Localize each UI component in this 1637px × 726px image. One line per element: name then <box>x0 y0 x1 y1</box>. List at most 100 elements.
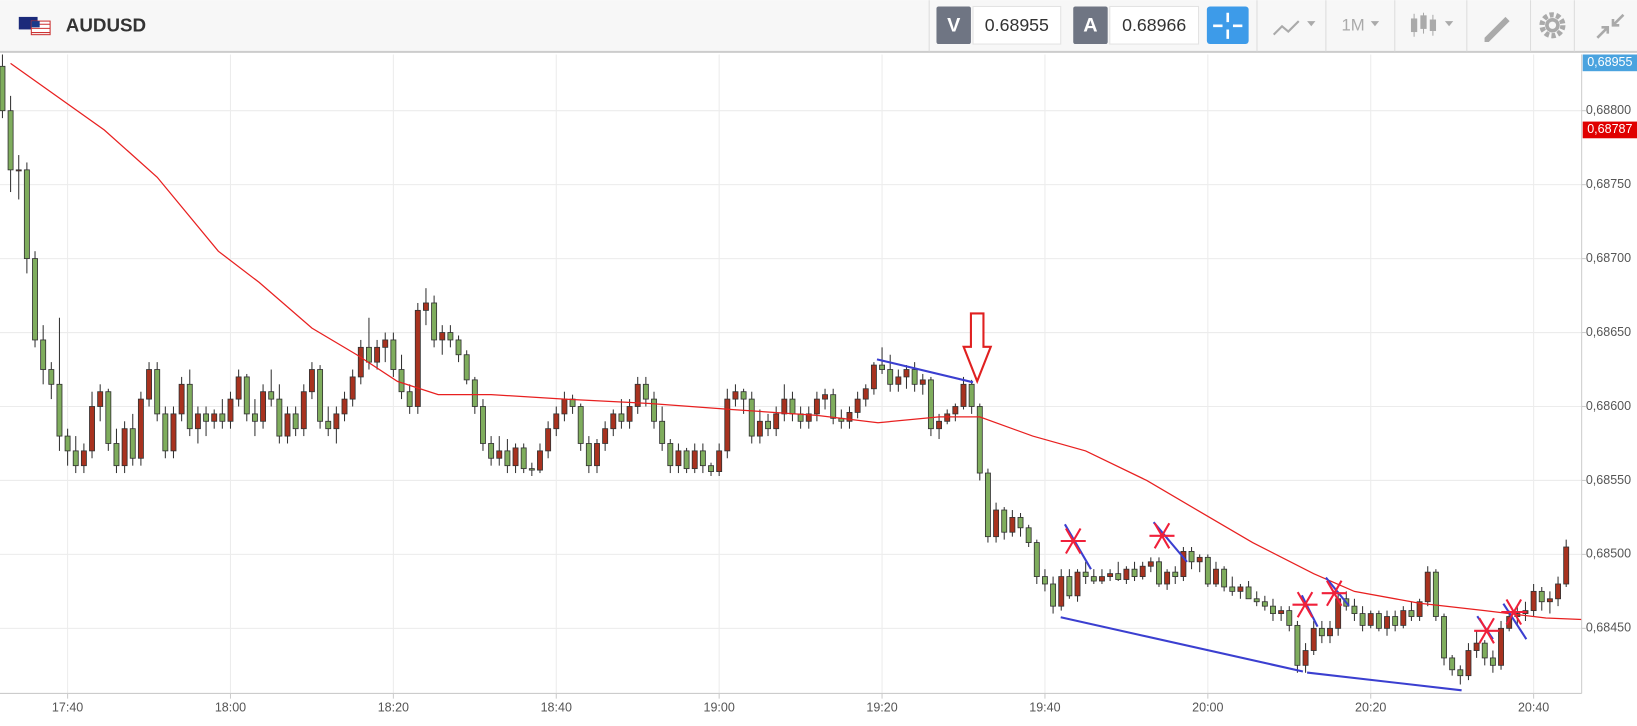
toolbar: AUDUSD V 0.68955 A 0.68966 1M <box>0 0 1637 53</box>
candle-body <box>333 413 340 430</box>
candle-body <box>789 398 796 415</box>
candle-body <box>7 110 14 171</box>
candle-body <box>1139 565 1146 578</box>
candle-body <box>1465 650 1472 677</box>
candle-body <box>691 450 698 470</box>
candle-body <box>1131 568 1138 578</box>
candle-body <box>64 435 71 452</box>
candle-body <box>927 379 934 430</box>
plot-area <box>0 54 1582 685</box>
collapse-button[interactable] <box>1596 13 1625 39</box>
candle-body <box>960 383 967 407</box>
candle-body <box>72 450 79 467</box>
candle-body <box>1489 657 1496 666</box>
candle-body <box>300 391 307 430</box>
candle-body <box>284 413 291 437</box>
candle-body <box>178 383 185 415</box>
axes: 17:40 18:00 18:20 18:40 19:00 19:20 19:40 20:00… <box>52 54 1637 714</box>
candle-body <box>1172 571 1179 578</box>
candle-body <box>292 413 299 430</box>
y-tick-label: 0,68750 <box>1586 177 1631 191</box>
candle-body <box>1099 576 1105 582</box>
candle-body <box>887 369 894 385</box>
candle-body <box>1017 517 1024 529</box>
candle-body <box>194 413 201 430</box>
candle-body <box>813 398 820 415</box>
candle-body <box>1286 610 1293 626</box>
candle-body <box>642 383 649 400</box>
candle-body <box>1457 669 1464 677</box>
y-tick-label: 0,68450 <box>1586 621 1631 635</box>
candle-body <box>455 339 462 356</box>
candle-body <box>1449 657 1456 671</box>
candle-body <box>699 450 706 467</box>
candle-body <box>154 369 161 415</box>
candle-body <box>675 450 682 467</box>
y-tick-label: 0,68500 <box>1586 547 1631 561</box>
candle-body <box>1278 610 1285 614</box>
candle-body <box>56 383 63 437</box>
candle-body <box>822 394 828 400</box>
candle-body <box>773 413 780 430</box>
candle-body <box>1204 556 1211 585</box>
buy-button[interactable] <box>1073 6 1108 45</box>
candle-body <box>162 413 169 452</box>
y-tick-label: 0,68550 <box>1586 473 1631 487</box>
candle-body <box>366 346 372 363</box>
candle-body <box>1156 561 1162 585</box>
timeframe-button[interactable]: 1M <box>1342 16 1365 35</box>
candle-body <box>1563 546 1570 585</box>
y-tick-label: 0,68600 <box>1586 399 1631 413</box>
candle-body <box>1164 571 1171 585</box>
candle-body <box>854 398 861 413</box>
candle-body <box>577 406 584 444</box>
price-tag-label: 0,68955 <box>1587 55 1632 69</box>
candle-body <box>870 364 877 390</box>
candle-body <box>805 413 812 422</box>
draw-button[interactable] <box>1484 16 1510 42</box>
crosshair-button[interactable] <box>1206 6 1249 45</box>
candle-body <box>659 420 666 444</box>
candle-body <box>976 406 983 474</box>
candle-body <box>317 369 324 422</box>
candle-body <box>276 398 283 437</box>
candle-body <box>308 369 315 393</box>
candle-body <box>984 472 991 538</box>
x-tick-label: 20:00 <box>1192 700 1223 714</box>
candle-body <box>1441 616 1447 659</box>
candle-body <box>1050 583 1057 607</box>
candle-body <box>1408 610 1415 617</box>
candle-body <box>862 388 869 400</box>
settings-button[interactable] <box>1539 12 1566 39</box>
candle-body <box>545 428 552 452</box>
candle-body <box>471 379 478 407</box>
x-tick-label: 17:40 <box>52 700 83 714</box>
candle-body <box>1318 627 1325 637</box>
candle-body <box>651 398 657 422</box>
candle-body <box>1530 590 1537 612</box>
candle-body <box>129 428 136 459</box>
candles-button[interactable] <box>1410 12 1454 37</box>
candle-body <box>1400 610 1407 626</box>
candle-body <box>716 450 723 472</box>
candle-body <box>1033 542 1040 578</box>
candle-body <box>1074 571 1081 597</box>
sell-button[interactable] <box>936 6 971 45</box>
candle-body <box>488 443 495 459</box>
candle-body <box>374 346 381 363</box>
chart-type-button[interactable] <box>1272 20 1316 36</box>
candle-body <box>431 302 438 341</box>
candle-body <box>1001 509 1008 533</box>
candle-body <box>528 468 535 471</box>
candle-body <box>1384 616 1390 629</box>
candle-body <box>1555 583 1561 600</box>
candle-body <box>1090 576 1097 582</box>
candle-body <box>1392 616 1399 626</box>
candle-body <box>634 383 641 407</box>
candle-body <box>235 376 242 400</box>
candle-body <box>748 398 755 437</box>
candle-body <box>610 413 617 430</box>
candle-body <box>1229 586 1236 592</box>
candle-body <box>243 376 250 415</box>
